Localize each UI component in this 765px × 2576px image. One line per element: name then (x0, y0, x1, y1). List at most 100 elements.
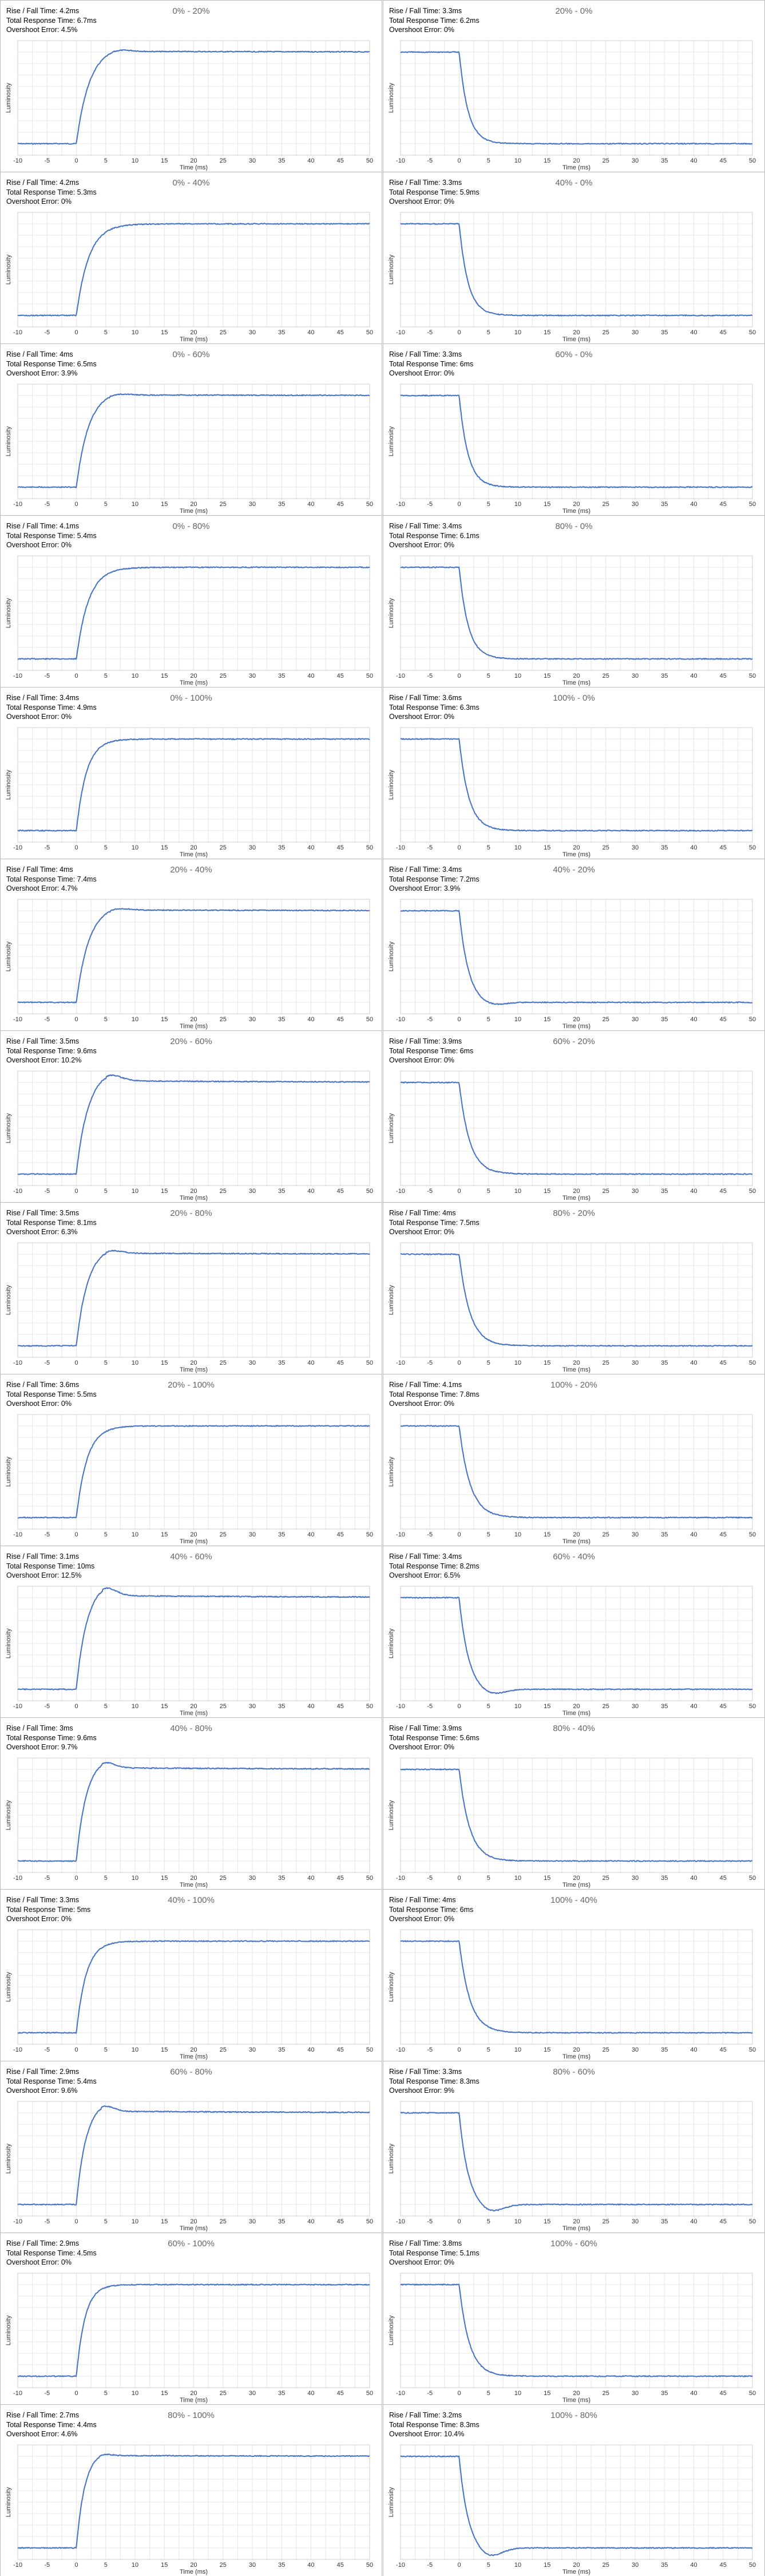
y-axis-label: Luminosity (5, 82, 12, 113)
x-tick-label: 10 (132, 157, 138, 164)
rise-fall-time-label: Rise / Fall Time: 3ms (6, 1724, 73, 1732)
x-tick-label: 5 (104, 501, 108, 508)
y-axis-label: Luminosity (5, 769, 12, 800)
x-tick-label: 10 (514, 2046, 521, 2053)
response-curve (17, 1761, 370, 1862)
x-tick-label: -5 (427, 1875, 433, 1882)
x-tick-label: 25 (220, 2046, 227, 2053)
x-tick-label: 10 (132, 329, 138, 336)
plot-area-frame (17, 1586, 370, 1701)
chart-title: 40% - 20% (553, 865, 595, 875)
x-tick-label: 45 (337, 1875, 344, 1882)
x-tick-label: 30 (249, 1188, 256, 1195)
plot-area-frame (17, 2273, 370, 2388)
total-response-time-label: Total Response Time: 5.1ms (389, 2249, 479, 2257)
plot-svg: -10 -5 0 5 10 15 20 25 30 35 40 45 50 Time (ms) Lumino… (5, 1070, 373, 1202)
overshoot-error-label: Overshoot Error: 0% (6, 541, 72, 549)
x-axis-label: Time (ms) (562, 164, 590, 171)
chart-title: 20% - 80% (170, 1208, 212, 1218)
chart-panel: Rise / Fall Time: 4.1ms Total Response Ti… (0, 515, 382, 687)
y-axis-label: Luminosity (388, 941, 395, 971)
plot-area-frame (400, 727, 753, 843)
x-tick-label: 25 (220, 2390, 227, 2397)
x-tick-label: 5 (104, 2046, 108, 2053)
overshoot-error-label: Overshoot Error: 0% (6, 1400, 72, 1408)
plot-area-frame (17, 2444, 370, 2560)
x-tick-label: 25 (220, 1875, 227, 1882)
rise-fall-time-label: Rise / Fall Time: 4ms (6, 866, 73, 874)
chart-panel: Rise / Fall Time: 3.3ms Total Response Ti… (383, 2061, 765, 2233)
plot-area-frame (17, 1242, 370, 1358)
overshoot-error-label: Overshoot Error: 9.7% (6, 1743, 78, 1751)
x-axis-label: Time (ms) (562, 1023, 590, 1030)
x-tick-label: 20 (190, 1016, 197, 1023)
x-tick-label: 50 (366, 2218, 373, 2225)
x-tick-label: -5 (44, 1703, 50, 1710)
x-tick-label: 35 (661, 673, 668, 679)
x-tick-label: 40 (690, 1531, 697, 1538)
x-tick-label: 45 (337, 329, 344, 336)
x-tick-label: 0 (457, 1703, 461, 1710)
x-tick-label: -5 (44, 1016, 50, 1023)
y-axis-label: Luminosity (388, 1800, 395, 1830)
x-tick-label: 10 (132, 1188, 138, 1195)
x-tick-label: 10 (514, 1531, 521, 1538)
x-tick-label: 45 (720, 1016, 727, 1023)
x-tick-label: -5 (427, 2046, 433, 2053)
x-tick-label: 50 (366, 157, 373, 164)
x-tick-label: 50 (366, 844, 373, 851)
x-tick-label: -5 (44, 1188, 50, 1195)
x-tick-label: 45 (337, 2218, 344, 2225)
x-tick-label: 15 (161, 2218, 168, 2225)
x-tick-label: -10 (396, 673, 405, 679)
x-tick-label: 5 (487, 844, 490, 851)
x-tick-label: -10 (396, 1703, 405, 1710)
x-tick-label: 40 (307, 1531, 314, 1538)
plot-svg: -10 -5 0 5 10 15 20 25 30 35 40 45 50 Time (ms) Lumino… (5, 212, 373, 343)
x-tick-label: 10 (132, 1703, 138, 1710)
x-tick-label: 5 (104, 1016, 108, 1023)
x-tick-label: 0 (74, 2046, 78, 2053)
chart-title: 0% - 40% (172, 178, 210, 188)
x-axis-label: Time (ms) (562, 508, 590, 515)
x-tick-label: 20 (190, 844, 197, 851)
x-tick-label: 45 (337, 1016, 344, 1023)
chart-title: 0% - 80% (172, 521, 210, 531)
total-response-time-label: Total Response Time: 6.1ms (389, 531, 479, 540)
x-tick-label: 40 (690, 1360, 697, 1366)
chart-title: 20% - 100% (168, 1380, 215, 1390)
x-tick-label: 20 (573, 1531, 580, 1538)
x-tick-label: 5 (487, 1531, 490, 1538)
y-axis-label: Luminosity (388, 426, 395, 456)
x-tick-label: 30 (249, 844, 256, 851)
plot-svg: -10 -5 0 5 10 15 20 25 30 35 40 45 50 Time (ms) Lumino… (5, 1414, 373, 1545)
plot-area-frame (17, 212, 370, 327)
plot-area-frame (400, 2444, 753, 2560)
chart-title: 40% - 0% (555, 178, 593, 188)
x-tick-label: 25 (603, 1016, 609, 1023)
x-tick-label: 20 (573, 2046, 580, 2053)
x-axis-label: Time (ms) (180, 1366, 208, 1373)
chart-panel: Rise / Fall Time: 4ms Total Response Time… (383, 1202, 765, 1374)
x-tick-label: 15 (161, 1875, 168, 1882)
x-tick-label: 50 (749, 1875, 756, 1882)
x-tick-label: 25 (603, 501, 609, 508)
x-tick-label: 0 (457, 1016, 461, 1023)
chart-title: 100% - 80% (550, 2411, 597, 2420)
overshoot-error-label: Overshoot Error: 9.6% (6, 2087, 78, 2095)
x-tick-label: 15 (544, 2562, 550, 2569)
chart-panel: Rise / Fall Time: 3.6ms Total Response Ti… (0, 1374, 382, 1546)
x-tick-label: 5 (487, 1188, 490, 1195)
x-tick-label: 40 (690, 844, 697, 851)
response-curve (17, 49, 370, 145)
x-tick-label: 15 (161, 1188, 168, 1195)
x-tick-label: 35 (278, 1531, 285, 1538)
x-tick-label: 0 (74, 1188, 78, 1195)
plot-area-frame (17, 899, 370, 1014)
y-axis-label: Luminosity (388, 1971, 395, 2002)
chart-title: 60% - 100% (168, 2239, 215, 2249)
chart-panel: Rise / Fall Time: 3.3ms Total Response Ti… (383, 172, 765, 343)
x-tick-label: 25 (603, 1188, 609, 1195)
rise-fall-time-label: Rise / Fall Time: 3.2ms (389, 2411, 462, 2419)
